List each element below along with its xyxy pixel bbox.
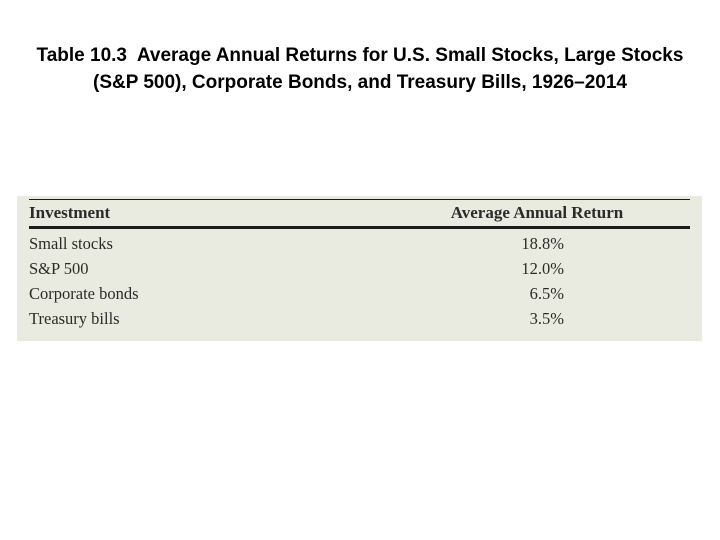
page-title-line-2: (S&P 500), Corporate Bonds, and Treasury… [93, 72, 627, 93]
table-row: Treasury bills 3.5% [29, 306, 690, 331]
table-body: Small stocks 18.8% S&P 500 12.0% Corpora… [17, 229, 702, 331]
page-title-line-1: Table 10.3 Average Annual Returns for U.… [36, 45, 684, 66]
table-row: Corporate bonds 6.5% [29, 281, 690, 306]
table-row: Small stocks 18.8% [29, 231, 690, 256]
return-value: 18.8% [521, 233, 564, 253]
table-top-rule [29, 199, 690, 200]
column-header-average-annual-return: Average Annual Return [450, 203, 624, 222]
page-title: Table 10.3 Average Annual Returns for U.… [0, 42, 720, 96]
return-value: 3.5% [529, 308, 564, 328]
return-value: 12.0% [521, 258, 564, 278]
column-header-investment: Investment [29, 203, 111, 222]
investment-name: Corporate bonds [29, 283, 139, 303]
investment-name: Small stocks [29, 233, 113, 253]
return-value: 6.5% [529, 283, 564, 303]
investment-name: Treasury bills [29, 308, 120, 328]
table-header-row: Investment Average Annual Return [17, 200, 702, 226]
investment-name: S&P 500 [29, 258, 89, 278]
table-header-rule [29, 226, 690, 229]
table-row: S&P 500 12.0% [29, 256, 690, 281]
returns-table: Investment Average Annual Return Small s… [17, 196, 702, 341]
